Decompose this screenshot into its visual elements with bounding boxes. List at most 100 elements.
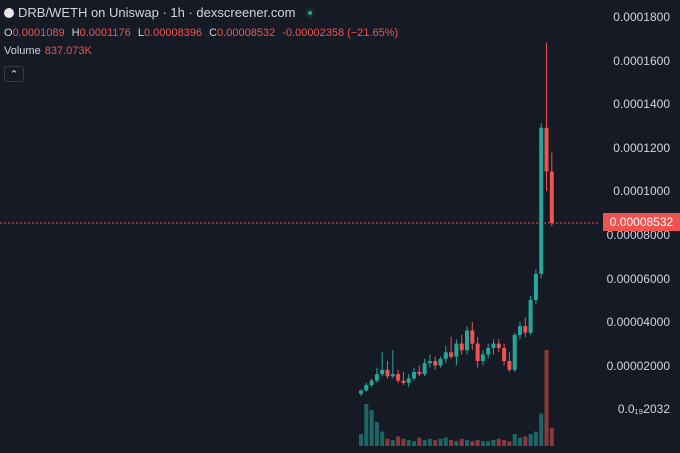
- y-tick-label: 0.0001600: [613, 53, 670, 68]
- close-label: C: [209, 27, 218, 39]
- candle-body: [454, 343, 459, 357]
- live-indicator-icon: [305, 8, 316, 18]
- y-tick-label: 0.0₁₉2032: [617, 402, 670, 417]
- candle-body: [459, 343, 464, 351]
- candle-body: [507, 361, 512, 370]
- volume-legend: Volume 837.073K: [4, 45, 92, 57]
- y-tick-label: 0.00008000: [606, 228, 670, 242]
- candle-body: [470, 330, 475, 344]
- volume-bar: [486, 441, 491, 446]
- volume-bar: [385, 438, 390, 446]
- volume-bar: [475, 440, 480, 446]
- volume-bar: [533, 431, 538, 446]
- current-price-tag: 0.00008532: [603, 213, 680, 231]
- low-label: L: [137, 27, 144, 39]
- candle-body: [475, 343, 480, 362]
- candle-body: [427, 361, 432, 364]
- candle-body: [533, 273, 538, 300]
- candle-body: [544, 127, 549, 172]
- price-change: -0.00002358 (−21.65%): [282, 27, 399, 39]
- chart-title: DRB/WETH on Uniswap · 1h · dexscreener.c…: [4, 5, 316, 20]
- high-value: 0.0001176: [79, 27, 131, 39]
- candle-body: [449, 352, 454, 357]
- y-tick-label: 0.00004000: [606, 315, 670, 330]
- volume-bar: [465, 440, 469, 446]
- candle-body: [364, 385, 369, 391]
- candle-body: [385, 369, 390, 377]
- volume-value: 837.073K: [44, 45, 92, 57]
- volume-bar: [417, 437, 422, 446]
- volume-bar: [507, 441, 512, 446]
- candle-body: [528, 300, 533, 333]
- volume-bar: [454, 441, 459, 446]
- candle-body: [491, 343, 496, 348]
- y-tick-label: 0.0001200: [613, 140, 670, 155]
- candle-body: [412, 371, 416, 379]
- candle-body: [465, 330, 469, 351]
- y-tick-label: 0.0001800: [613, 10, 670, 24]
- volume-bar: [406, 440, 411, 446]
- volume-bar: [422, 440, 427, 446]
- drb-token-icon: [4, 8, 14, 18]
- close-value: 0.00008532: [217, 27, 276, 39]
- chevron-up-icon: ⌃: [9, 69, 19, 81]
- volume-bar: [359, 434, 363, 446]
- candle-body: [369, 380, 374, 386]
- volume-bar: [512, 434, 517, 446]
- candle-body: [359, 390, 363, 394]
- volume-bar: [380, 431, 385, 446]
- volume-bar: [369, 410, 374, 446]
- candle-body: [433, 361, 438, 366]
- candle-body: [539, 127, 544, 274]
- volume-bar: [459, 438, 464, 446]
- volume-bar: [491, 440, 496, 446]
- candles: [359, 42, 554, 396]
- high-label: H: [71, 27, 80, 39]
- volume-bar: [480, 441, 485, 446]
- volume-bar: [544, 350, 549, 446]
- low-value: 0.00008396: [143, 27, 203, 39]
- y-tick-label: 0.0001400: [613, 97, 670, 112]
- volume-bar: [518, 437, 522, 446]
- volume-bar: [438, 438, 443, 446]
- volume-bar: [412, 441, 416, 446]
- volume-bar: [539, 413, 544, 446]
- candle-body: [390, 374, 395, 377]
- candle-body: [422, 363, 427, 375]
- volume-bar: [374, 422, 379, 446]
- collapse-legend-button[interactable]: ⌃: [4, 66, 24, 82]
- y-tick-label: 0.00002000: [606, 358, 670, 373]
- candle-body: [443, 352, 448, 359]
- candle-body: [512, 334, 517, 370]
- volume-bar: [496, 438, 501, 446]
- candle-body: [502, 347, 507, 362]
- candle-body: [549, 171, 554, 224]
- volume-bar: [528, 434, 533, 446]
- candle-body: [496, 343, 501, 348]
- volume-bar: [390, 440, 395, 446]
- candle-body: [406, 378, 411, 383]
- candle-body: [401, 380, 406, 383]
- y-tick-label: 0.00006000: [606, 271, 670, 286]
- volume-bars: [359, 350, 554, 446]
- volume-bar: [502, 440, 507, 446]
- candle-body: [396, 374, 401, 381]
- open-label: O: [4, 27, 13, 39]
- candle-body: [486, 347, 491, 355]
- candle-body: [380, 369, 385, 375]
- volume-bar: [427, 438, 432, 446]
- open-value: 0.0001089: [12, 27, 65, 39]
- volume-bar: [549, 428, 554, 446]
- candle-body: [518, 326, 522, 335]
- volume-bar: [401, 438, 406, 446]
- volume-bar: [523, 436, 528, 446]
- volume-bar: [470, 441, 475, 446]
- volume-label: Volume: [4, 45, 41, 57]
- candle-body: [374, 374, 379, 381]
- candle-body: [480, 354, 485, 362]
- pair-title: DRB/WETH on Uniswap · 1h · dexscreener.c…: [18, 5, 296, 20]
- ohlc-legend: O0.0001089 H0.0001176 L0.00008396 C0.000…: [4, 27, 402, 39]
- candle-body: [417, 371, 422, 375]
- volume-bar: [433, 440, 438, 446]
